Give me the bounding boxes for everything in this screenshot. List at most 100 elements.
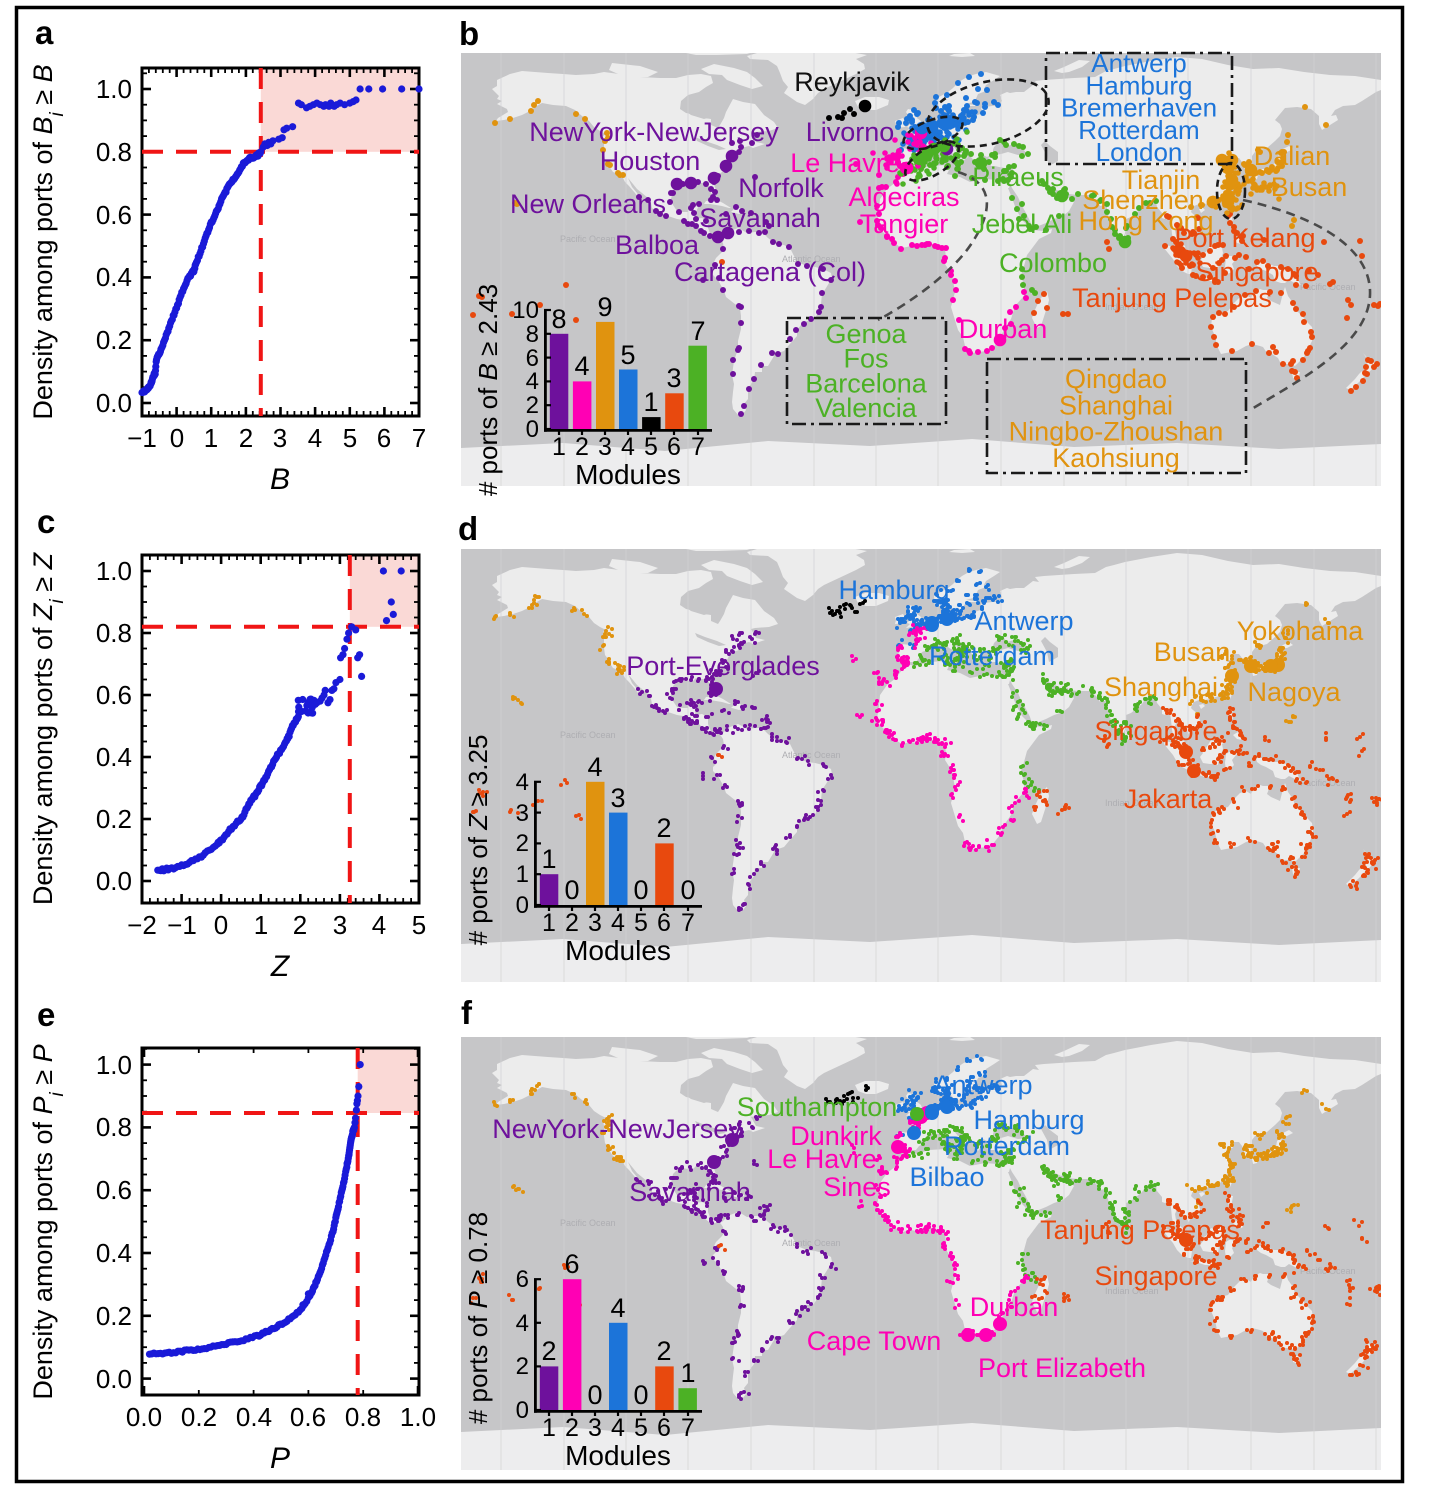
svg-text:Qingdao: Qingdao [1065,364,1167,394]
svg-text:1.0: 1.0 [96,556,132,586]
svg-text:# ports of Z ≥ 3.25: # ports of Z ≥ 3.25 [463,735,493,946]
svg-text:Tanjung Pelepas: Tanjung Pelepas [1040,1215,1240,1245]
svg-text:0: 0 [516,1397,529,1424]
svg-text:Modules: Modules [565,1440,671,1471]
svg-text:Durban: Durban [959,314,1048,344]
svg-text:8: 8 [526,321,539,348]
svg-text:2: 2 [565,909,579,937]
svg-text:Ningbo-Zhoushan: Ningbo-Zhoushan [1009,417,1224,447]
svg-text:3: 3 [598,433,612,461]
svg-text:0: 0 [587,1380,602,1410]
svg-text:Port-Everglades: Port-Everglades [626,651,820,681]
svg-text:Antwerp: Antwerp [933,1070,1032,1100]
svg-text:Singapore: Singapore [1094,716,1217,746]
svg-text:1: 1 [643,387,658,417]
svg-text:Bremerhaven: Bremerhaven [1061,93,1217,123]
svg-text:3: 3 [333,910,347,940]
svg-text:Durban: Durban [970,1292,1059,1322]
svg-text:2: 2 [656,1336,671,1366]
svg-text:0: 0 [214,910,228,940]
svg-text:3: 3 [588,909,602,937]
svg-text:Antwerp: Antwerp [1091,48,1186,78]
svg-text:7: 7 [412,423,426,453]
svg-text:0.4: 0.4 [96,742,132,772]
svg-text:1: 1 [542,909,556,937]
svg-text:Busan: Busan [1154,637,1231,667]
svg-text:Valencia: Valencia [815,393,918,423]
svg-text:1.0: 1.0 [96,74,132,104]
svg-text:10: 10 [512,297,539,324]
svg-text:5: 5 [412,910,426,940]
svg-text:Dunkirk: Dunkirk [790,1121,882,1151]
svg-text:0.2: 0.2 [96,804,132,834]
svg-text:−2: −2 [127,910,157,940]
svg-text:Rotterdam: Rotterdam [1078,115,1199,145]
svg-text:4: 4 [516,769,529,796]
svg-text:Nagoya: Nagoya [1247,677,1341,707]
svg-text:0: 0 [170,423,184,453]
svg-text:1: 1 [680,1358,695,1388]
svg-text:4: 4 [621,433,635,461]
svg-text:Modules: Modules [575,459,681,490]
svg-text:5: 5 [644,433,658,461]
svg-text:6: 6 [657,1414,671,1442]
svg-text:Colombo: Colombo [999,248,1107,278]
svg-text:0.0: 0.0 [96,866,132,896]
svg-text:4: 4 [611,1414,625,1442]
svg-text:Busan: Busan [1271,172,1348,202]
svg-text:Norfolk: Norfolk [738,173,824,203]
svg-text:0.8: 0.8 [96,137,132,167]
svg-text:Balboa: Balboa [615,230,700,260]
svg-text:Southampton: Southampton [737,1092,898,1122]
svg-text:0: 0 [516,892,529,919]
svg-text:3: 3 [610,783,625,813]
svg-text:4: 4 [516,1310,529,1337]
svg-text:London: London [1096,137,1183,167]
svg-text:NewYork-NewJersey: NewYork-NewJersey [492,1114,742,1144]
svg-text:2: 2 [516,1353,529,1380]
svg-text:Yokohama: Yokohama [1237,616,1365,646]
svg-text:7: 7 [681,1414,695,1442]
svg-text:4: 4 [611,909,625,937]
svg-text:8: 8 [551,304,566,334]
svg-text:3: 3 [666,363,681,393]
svg-text:Pacific Ocean: Pacific Ocean [560,730,616,740]
svg-text:Livorno: Livorno [806,117,895,147]
svg-text:Le Havre: Le Havre [767,1144,877,1174]
svg-text:2: 2 [516,830,529,857]
svg-text:Singapore: Singapore [1195,257,1318,287]
svg-text:4: 4 [308,423,322,453]
svg-text:Cartagena (Col): Cartagena (Col) [674,257,866,287]
svg-text:4: 4 [610,1293,625,1323]
svg-text:Atlantic Ocean: Atlantic Ocean [782,750,841,760]
svg-text:6: 6 [516,1266,529,1293]
svg-text:1: 1 [516,861,529,888]
svg-text:Hong Kong: Hong Kong [1078,206,1213,236]
svg-text:Tianjin: Tianjin [1122,165,1201,195]
svg-text:Savannah: Savannah [629,1177,751,1207]
svg-text:# ports of P ≥ 0.78: # ports of P ≥ 0.78 [463,1212,493,1424]
svg-text:Jakarta: Jakarta [1124,784,1214,814]
svg-text:Port Elizabeth: Port Elizabeth [978,1353,1146,1383]
svg-text:New Orleans: New Orleans [510,189,666,219]
svg-text:5: 5 [634,1414,648,1442]
svg-text:0: 0 [526,416,539,443]
svg-text:Shanghai: Shanghai [1059,390,1173,420]
svg-text:0: 0 [633,875,648,905]
svg-text:3: 3 [588,1414,602,1442]
svg-text:Hamburg: Hamburg [1086,70,1193,100]
svg-text:Houston: Houston [600,146,701,176]
svg-text:−1: −1 [167,910,197,940]
svg-text:Reykjavik: Reykjavik [794,67,910,97]
svg-text:6: 6 [657,909,671,937]
svg-text:Pacific Ocean: Pacific Ocean [1300,778,1356,788]
svg-text:Antwerp: Antwerp [974,606,1073,636]
svg-text:Tanjung Pelepas: Tanjung Pelepas [1072,283,1272,313]
svg-text:3: 3 [273,423,287,453]
svg-text:2: 2 [656,813,671,843]
svg-text:0.8: 0.8 [96,618,132,648]
svg-text:Jebel Ali: Jebel Ali [972,209,1073,239]
svg-text:Sines: Sines [823,1172,891,1202]
svg-text:7: 7 [681,909,695,937]
svg-text:Piraeus: Piraeus [972,162,1064,192]
